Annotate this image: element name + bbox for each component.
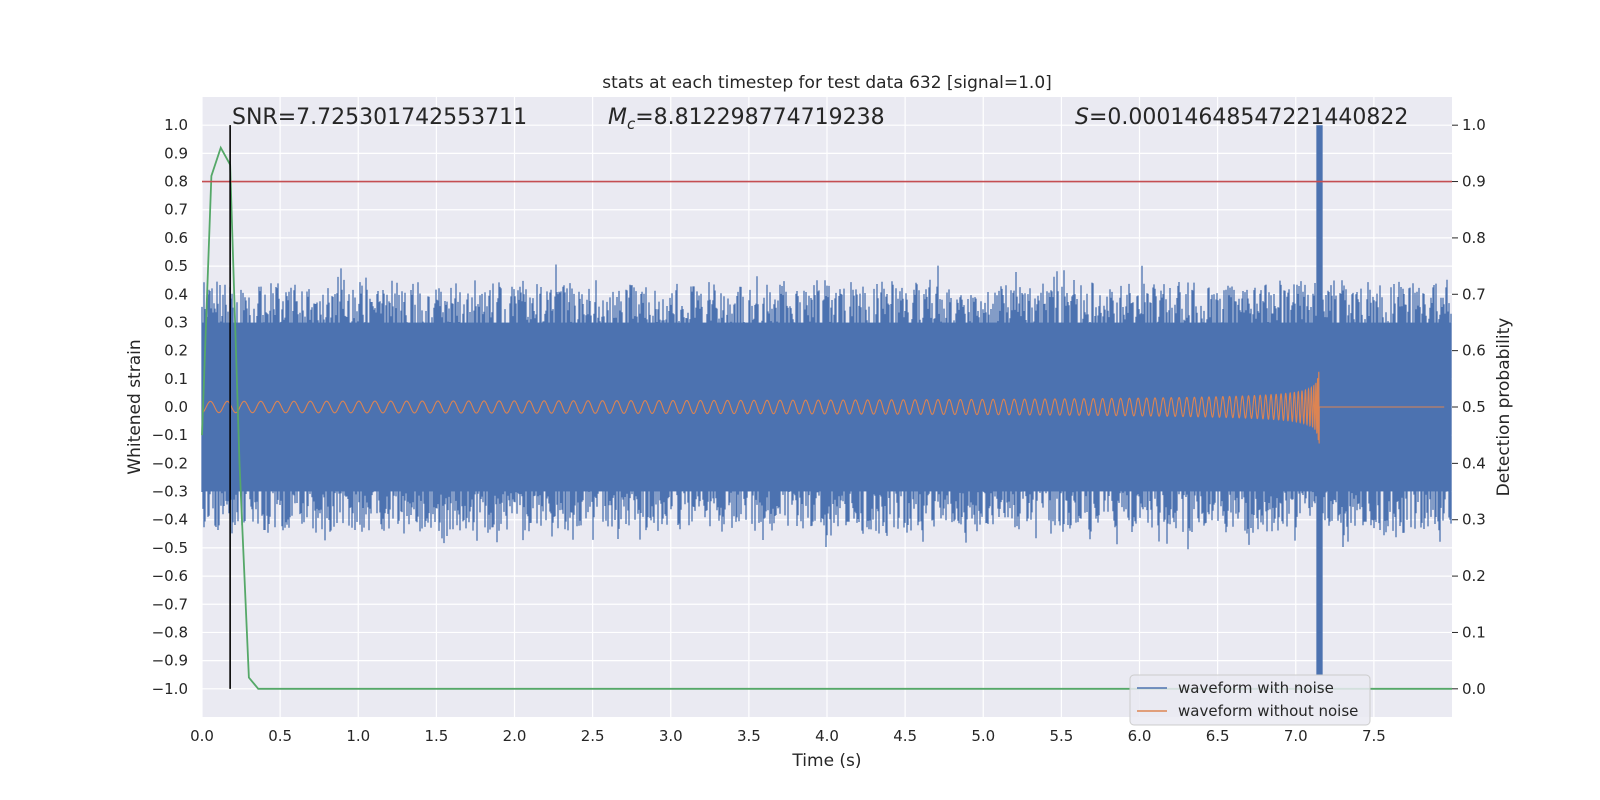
y-axis-label-right: Detection probability [1494, 318, 1514, 497]
x-tick-label: 2.0 [503, 727, 527, 745]
y-tick-label-right: 0.3 [1462, 511, 1486, 529]
y-tick-label-left: −0.8 [152, 623, 188, 641]
legend-label-noise: waveform with noise [1178, 679, 1334, 697]
y-tick-label-right: 0.6 [1462, 342, 1486, 360]
y-tick-label-left: −0.6 [152, 567, 188, 585]
s-annotation: S=0.00014648547221440822 [1075, 105, 1408, 130]
x-tick-label: 5.0 [971, 727, 995, 745]
y-tick-label-right: 1.0 [1462, 116, 1486, 134]
x-tick-label: 1.5 [424, 727, 448, 745]
y-tick-label-left: −0.7 [152, 595, 188, 613]
clean-trace [201, 371, 1445, 444]
y-tick-label-left: 0.4 [164, 285, 188, 303]
chirp-mass-symbol: M [608, 105, 627, 130]
y-tick-label-left: −0.4 [152, 511, 188, 529]
legend: waveform with noise waveform without noi… [1129, 674, 1371, 726]
legend-box [1129, 674, 1371, 726]
y-tick-label-left: 0.5 [164, 257, 188, 275]
x-tick-label: 7.5 [1362, 727, 1386, 745]
y-tick-label-left: 0.1 [164, 370, 188, 388]
s-value: =0.00014648547221440822 [1089, 105, 1408, 130]
chirp-mass-subscript: c [627, 115, 636, 133]
y-axis-label-left: Whitened strain [125, 339, 145, 474]
y-tick-label-left: 0.8 [164, 173, 188, 191]
y-tick-label-right: 0.9 [1462, 173, 1486, 191]
y-tick-label-left: −0.2 [152, 454, 188, 472]
y-tick-label-left: −0.5 [152, 539, 188, 557]
y-tick-label-left: 0.9 [164, 144, 188, 162]
y-tick-label-left: 0.6 [164, 229, 188, 247]
y-tick-label-right: 0.4 [1462, 454, 1486, 472]
x-tick-label: 0.5 [268, 727, 292, 745]
y-tick-label-left: 1.0 [164, 116, 188, 134]
y-tick-label-right: 0.2 [1462, 567, 1486, 585]
probability-trace [201, 145, 1452, 690]
chart-title: stats at each timestep for test data 632… [602, 73, 1052, 93]
x-axis-label: Time (s) [791, 751, 861, 771]
y-tick-label-left: −0.1 [152, 426, 188, 444]
x-tick-label: 6.5 [1206, 727, 1230, 745]
y-tick-label-left: 0.2 [164, 342, 188, 360]
x-tick-label: 6.0 [1128, 727, 1152, 745]
x-tick-label: 4.0 [815, 727, 839, 745]
x-tick-label: 0.0 [190, 727, 214, 745]
x-tick-label: 3.5 [737, 727, 761, 745]
x-tick-label: 4.5 [893, 727, 917, 745]
x-tick-label: 7.0 [1284, 727, 1308, 745]
y-tick-label-left: 0.7 [164, 201, 188, 219]
y-tick-label-right: 0.0 [1462, 680, 1486, 698]
y-tick-label-right: 0.1 [1462, 623, 1486, 641]
y-tick-label-right: 0.5 [1462, 398, 1486, 416]
y-tick-label-left: 0.0 [164, 398, 188, 416]
y-tick-label-left: 0.3 [164, 313, 188, 331]
series-detection-probability [201, 145, 1452, 690]
legend-label-clean: waveform without noise [1178, 702, 1358, 720]
s-symbol: S [1075, 105, 1089, 130]
tick-labels: 0.0 0.5 1.0 1.5 2.0 2.5 3.0 3.5 4.0 4.5 5.0 5.5 6.0 6… [152, 116, 1486, 745]
series-waveform-without-noise [201, 371, 1445, 444]
chirp-mass-annotation: Mc=8.812298774719238 [608, 105, 885, 133]
chirp-mass-value: =8.812298774719238 [635, 105, 884, 130]
x-tick-label: 1.0 [346, 727, 370, 745]
y-tick-label-right: 0.7 [1462, 285, 1486, 303]
x-tick-label: 2.5 [581, 727, 605, 745]
y-tick-label-left: −0.9 [152, 652, 188, 670]
x-tick-label: 5.5 [1049, 727, 1073, 745]
y-tick-label-right: 0.8 [1462, 229, 1486, 247]
x-tick-label: 3.0 [659, 727, 683, 745]
overlay-lines [202, 125, 1452, 689]
snr-annotation: SNR=7.725301742553711 [232, 105, 527, 130]
y-tick-label-left: −0.3 [152, 483, 188, 501]
y-tick-label-left: −1.0 [152, 680, 188, 698]
